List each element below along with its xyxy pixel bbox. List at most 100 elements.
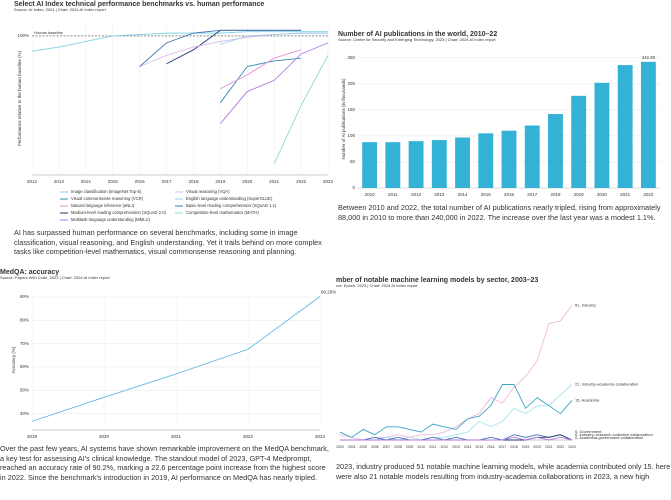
y-tick-label: 100% bbox=[17, 33, 29, 38]
y-tick-label: 50 bbox=[350, 159, 356, 164]
caption: 2023, industry produced 51 notable machi… bbox=[336, 462, 671, 481]
series-line bbox=[220, 49, 302, 90]
chart-title: Number of AI publications in the world, … bbox=[338, 31, 497, 38]
y-axis-label: Performance relative to the human baseli… bbox=[17, 50, 22, 146]
series-end-label: 51, Industry bbox=[575, 302, 596, 307]
x-tick-label: 2013 bbox=[434, 192, 445, 197]
bar bbox=[548, 114, 563, 188]
x-tick-label: 2017 bbox=[527, 192, 538, 197]
x-tick-label: 2020 bbox=[99, 434, 110, 439]
legend-label: Visual commonsense reasoning (VCR) bbox=[71, 196, 144, 201]
x-tick-label: 2004 bbox=[348, 445, 356, 449]
y-tick-label: 80% bbox=[20, 318, 29, 323]
series-end-label: 0, Government bbox=[575, 429, 602, 434]
legend-label: Basic-level reading comprehension (SQuAD… bbox=[186, 203, 277, 208]
caption: Between 2010 and 2022, the total number … bbox=[338, 203, 661, 222]
x-tick-label: 2018 bbox=[510, 445, 518, 449]
x-tick-label: 2021 bbox=[269, 179, 280, 184]
y-axis-label: Number of AI publications (in thousands) bbox=[341, 78, 346, 160]
caption: AI has surpassed human performance on se… bbox=[14, 228, 322, 256]
bar bbox=[455, 137, 470, 188]
x-tick-label: 2023 bbox=[315, 434, 326, 439]
x-tick-label: 2015 bbox=[481, 192, 492, 197]
x-tick-label: 2006 bbox=[371, 445, 379, 449]
chart-title: mber of notable machine learning models … bbox=[336, 277, 538, 284]
x-tick-label: 2021 bbox=[171, 434, 182, 439]
x-tick-label: 2017 bbox=[162, 179, 173, 184]
x-tick-label: 2016 bbox=[487, 445, 495, 449]
series-line bbox=[220, 32, 328, 45]
x-tick-label: 2018 bbox=[550, 192, 561, 197]
legend-label: Medium-level reading comprehension (SQuA… bbox=[71, 210, 167, 215]
value-label: 242.29 bbox=[642, 55, 655, 60]
bar bbox=[362, 142, 378, 188]
x-tick-label: 2010 bbox=[417, 445, 425, 449]
x-tick-label: 2005 bbox=[359, 445, 367, 449]
chart-title: MedQA: accuracy bbox=[0, 269, 59, 276]
bar bbox=[408, 141, 424, 188]
series-line bbox=[340, 384, 573, 441]
bar bbox=[478, 133, 494, 188]
y-tick-label: 90% bbox=[20, 294, 29, 299]
legend-label: Competition-level mathematics (MATH) bbox=[186, 210, 259, 215]
chart-source: Source: Papers With Code, 2023 | Chart: … bbox=[0, 275, 111, 280]
series-line bbox=[31, 31, 328, 52]
x-tick-label: 2022 bbox=[296, 179, 307, 184]
x-tick-label: 2019 bbox=[522, 445, 530, 449]
value-label: 90.20% bbox=[321, 290, 336, 295]
bar bbox=[571, 95, 587, 188]
x-tick-label: 2014 bbox=[464, 445, 472, 449]
bar bbox=[524, 125, 540, 188]
caption: Over the past few years, AI systems have… bbox=[0, 444, 329, 482]
x-tick-label: 2009 bbox=[406, 445, 414, 449]
series-line bbox=[220, 57, 302, 103]
legend-label: Image classification (ImageNet Top-5) bbox=[71, 189, 142, 194]
y-tick-label: 0 bbox=[352, 185, 355, 190]
series-end-label: 15, Academia bbox=[575, 397, 600, 402]
legend-label: English language understanding (SuperGLU… bbox=[186, 196, 273, 201]
x-tick-label: 2015 bbox=[108, 179, 119, 184]
x-tick-label: 2022 bbox=[557, 445, 565, 449]
x-tick-label: 2016 bbox=[135, 179, 146, 184]
chart-source: Source: AI Index, 2024 | Chart: 2024 AI … bbox=[14, 7, 107, 12]
x-tick-label: 2022 bbox=[243, 434, 254, 439]
chart-title: Select AI Index technical performance be… bbox=[14, 1, 264, 8]
series-end-label: 0, Industry–research collective collabor… bbox=[575, 432, 653, 437]
x-tick-label: 2011 bbox=[429, 445, 436, 449]
bar bbox=[431, 140, 447, 188]
x-tick-label: 2013 bbox=[54, 179, 65, 184]
x-tick-label: 2023 bbox=[568, 445, 576, 449]
x-tick-label: 2013 bbox=[452, 445, 460, 449]
series-line bbox=[139, 29, 302, 67]
y-tick-label: 200 bbox=[347, 81, 355, 86]
x-tick-label: 2022 bbox=[643, 192, 654, 197]
x-tick-label: 2014 bbox=[458, 192, 469, 197]
series-line bbox=[340, 436, 573, 441]
x-tick-label: 2010 bbox=[365, 192, 376, 197]
y-tick-label: 250 bbox=[347, 55, 355, 60]
y-tick-label: 70% bbox=[20, 341, 29, 346]
series-line bbox=[339, 304, 573, 441]
x-tick-label: 2008 bbox=[394, 445, 402, 449]
y-axis-label: Accuracy (%) bbox=[11, 346, 16, 373]
bar bbox=[617, 65, 633, 188]
baseline-label: Human baseline bbox=[34, 30, 64, 35]
x-tick-label: 2019 bbox=[215, 179, 226, 184]
x-tick-label: 2016 bbox=[504, 192, 515, 197]
legend-label: Multitask language understanding (MMLU) bbox=[71, 217, 151, 222]
x-tick-label: 2015 bbox=[475, 445, 483, 449]
x-tick-label: 2017 bbox=[499, 445, 507, 449]
series-line bbox=[31, 296, 321, 422]
x-tick-label: 2021 bbox=[545, 445, 553, 449]
x-tick-label: 2019 bbox=[27, 434, 38, 439]
y-tick-label: 50% bbox=[20, 388, 29, 393]
chart-source: Source: Center for Security and Emerging… bbox=[338, 37, 497, 42]
x-tick-label: 2007 bbox=[383, 445, 391, 449]
x-tick-label: 2020 bbox=[597, 192, 608, 197]
series-line bbox=[340, 434, 573, 441]
x-tick-label: 2012 bbox=[441, 445, 449, 449]
chart-source: rce: Epoch, 2023 | Chart: 2024 AI Index … bbox=[336, 283, 418, 288]
x-tick-label: 2003 bbox=[336, 445, 344, 449]
series-line bbox=[220, 42, 329, 124]
